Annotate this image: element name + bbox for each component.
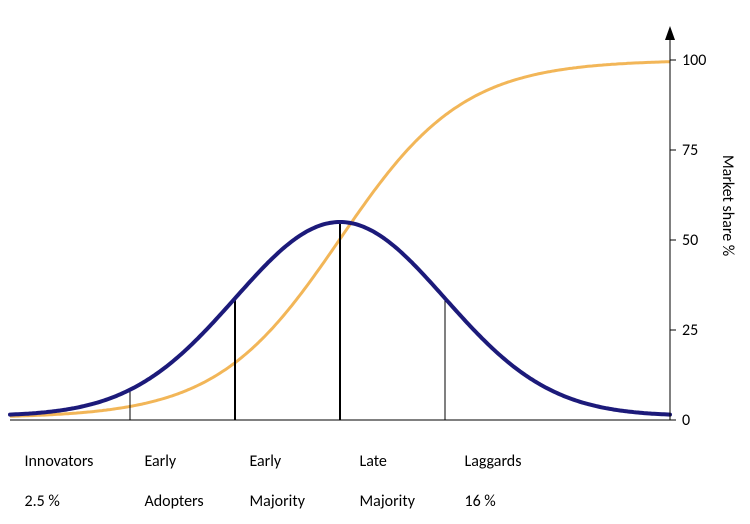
cat-line: Majority [249,492,304,511]
ytick-25: 25 [682,321,698,340]
category-label-late-majority: Late Majority 34 % [345,432,415,524]
diffusion-chart: Innovators 2.5 % Early Adopters 13.5 % E… [0,0,750,524]
y-axis-title: Market share % [718,155,737,256]
y-axis-arrow-icon [665,26,675,40]
cat-line: 16 % [464,492,495,511]
category-label-laggards: Laggards 16 % [450,432,521,524]
ytick-100: 100 [682,51,706,70]
category-label-early-majority: Early Majority 34 % [235,432,305,524]
ytick-0: 0 [682,411,690,430]
ytick-75: 75 [682,141,698,160]
cat-line: Early [144,452,176,471]
category-label-early-adopters: Early Adopters 13.5 % [130,432,204,524]
cat-line: 2.5 % [24,492,59,511]
cat-line: Innovators [24,452,93,471]
cat-line: Adopters [144,492,203,511]
cat-line: Laggards [464,452,521,471]
cat-line: Early [249,452,281,471]
ytick-50: 50 [682,231,698,250]
cat-line: Late [359,452,386,471]
cat-line: Majority [359,492,414,511]
category-label-innovators: Innovators 2.5 % [10,432,93,524]
